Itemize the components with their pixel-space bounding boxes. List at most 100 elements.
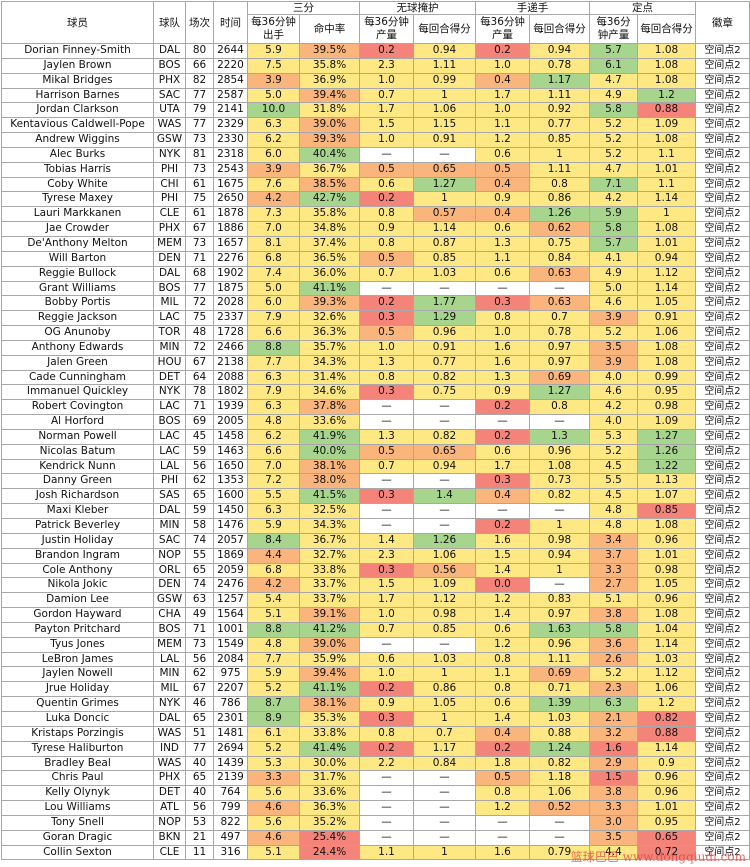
stat-cell: 8.8 — [247, 339, 300, 356]
player-name: Kendrick Nunn — [1, 458, 154, 475]
stat-cell: 1.13 — [637, 473, 696, 490]
header-badge: 徽章 — [695, 1, 750, 44]
games-cell: 51 — [185, 725, 214, 742]
stat-cell: 1.27 — [637, 428, 696, 445]
stat-cell: 1.6 — [475, 354, 530, 371]
badge-cell: 空间点2 — [695, 57, 750, 74]
player-name: Tyrese Haliburton — [1, 740, 154, 757]
stat-cell: 39.0% — [299, 636, 360, 653]
stat-cell: 1.14 — [637, 740, 696, 757]
team-cell: SAC — [153, 532, 186, 549]
stat-cell: 1.08 — [637, 57, 696, 74]
stat-cell: 31.7% — [299, 770, 360, 787]
stat-cell: 1 — [413, 844, 476, 861]
table-row: Immanuel Quickley NYK 78 1802 7.9 34.6% 0.3 0.7… — [1, 384, 750, 401]
player-name: Chris Paul — [1, 770, 154, 787]
stat-cell: 1.14 — [637, 280, 696, 297]
stat-cell: 0.9 — [637, 755, 696, 772]
table-row: Robert Covington LAC 71 1939 6.3 37.8% — —0.2 0.… — [1, 399, 750, 416]
stat-cell: 0.91 — [637, 310, 696, 327]
stat-cell: 35.3% — [299, 710, 360, 727]
player-name: Jaylen Brown — [1, 57, 154, 74]
badge-cell: 空间点2 — [695, 696, 750, 712]
stat-cell: 5.4 — [247, 592, 300, 609]
team-cell: ATL — [153, 800, 186, 816]
stat-cell: — — [475, 503, 530, 519]
table-row: Gordon Hayward CHA 49 1564 5.1 39.1% 1.0 0.98 1.… — [1, 607, 750, 623]
stat-cell: 4.6 — [589, 384, 638, 401]
minutes-cell: 2694 — [213, 740, 248, 757]
badge-cell: 空间点2 — [695, 651, 750, 668]
player-name: Bobby Portis — [1, 295, 154, 312]
team-cell: BOS — [153, 621, 186, 638]
stat-cell: 36.7% — [299, 532, 360, 549]
table-row: LeBron James LAL 56 2084 7.7 35.9% 0.6 1.03 0.8 1… — [1, 651, 750, 668]
player-name: Lauri Markkanen — [1, 206, 154, 223]
stat-cell: 0.5 — [359, 443, 414, 460]
stat-cell: 0.7 — [529, 310, 590, 327]
stat-cell: — — [413, 814, 476, 831]
games-cell: 61 — [185, 176, 214, 193]
player-name: Josh Richardson — [1, 488, 154, 505]
stat-cell: 1.06 — [637, 681, 696, 698]
stat-cell: — — [413, 518, 476, 534]
stat-cell: 41.5% — [299, 488, 360, 505]
stat-cell: 1.11 — [413, 57, 476, 74]
stat-cell: 1 — [529, 562, 590, 579]
team-cell: CLE — [153, 206, 186, 223]
stat-cell: 1.2 — [475, 592, 530, 609]
table-row: Patrick Beverley MIN 58 1476 5.9 34.3% — —0.2 1 4… — [1, 518, 750, 534]
stat-cell: 6.0 — [247, 146, 300, 163]
stat-cell: 0.4 — [475, 206, 530, 223]
games-cell: 82 — [185, 72, 214, 89]
stat-cell: 34.8% — [299, 221, 360, 237]
table-row: Cade Cunningham DET 64 2088 6.3 31.4% 0.8 0.82 1… — [1, 369, 750, 386]
stat-cell: 1.5 — [359, 577, 414, 594]
table-row: Jaylen Brown BOS 66 2220 7.5 35.8% 2.3 1.11 1.0 0… — [1, 57, 750, 74]
player-name: Nicolas Batum — [1, 443, 154, 460]
games-cell: 11 — [185, 844, 214, 861]
header-sub: 命中率 — [299, 14, 360, 44]
minutes-cell: 1353 — [213, 473, 248, 490]
stat-cell: — — [359, 814, 414, 831]
games-cell: 77 — [185, 740, 214, 757]
team-cell: BOS — [153, 57, 186, 74]
stat-cell: 4.1 — [589, 250, 638, 267]
stat-cell: 3.8 — [589, 785, 638, 802]
stat-cell: 5.3 — [589, 428, 638, 445]
stat-cell: 0.96 — [529, 443, 590, 460]
table-row: De'Anthony Melton MEM 73 1657 8.1 37.4% 0.8 0.8… — [1, 235, 750, 252]
stat-cell: 2.9 — [589, 755, 638, 772]
stat-cell: 5.1 — [247, 844, 300, 861]
stat-cell: 0.91 — [413, 339, 476, 356]
table-row: Payton Pritchard BOS 71 1001 8.8 41.2% 0.7 0.85… — [1, 621, 750, 638]
stat-cell: 0.5 — [475, 161, 530, 178]
stat-cell: 0.69 — [529, 666, 590, 683]
stat-cell: 1.3 — [359, 354, 414, 371]
table-row: Kelly Olynyk DET 40 764 5.6 33.6% — —0.8 1.06 3.8… — [1, 785, 750, 802]
stat-cell: 41.1% — [299, 280, 360, 297]
stat-cell: 0.92 — [529, 102, 590, 119]
stat-cell: 4.2 — [589, 399, 638, 416]
stat-cell: 0.7 — [359, 87, 414, 104]
games-cell: 53 — [185, 814, 214, 831]
stat-cell: 1.5 — [359, 117, 414, 134]
minutes-cell: 2587 — [213, 87, 248, 104]
team-cell: PHX — [153, 221, 186, 237]
minutes-cell: 1939 — [213, 399, 248, 416]
team-cell: SAS — [153, 488, 186, 505]
stat-cell: 1.3 — [475, 235, 530, 252]
table-row: Lou Williams ATL 56 799 4.6 36.3% — —1.2 0.52 3.3… — [1, 800, 750, 816]
badge-cell: 空间点2 — [695, 443, 750, 460]
badge-cell: 空间点2 — [695, 562, 750, 579]
stat-cell: — — [475, 829, 530, 846]
stat-cell: 0.2 — [359, 43, 414, 59]
badge-cell: 空间点2 — [695, 547, 750, 564]
stat-cell: 5.2 — [589, 325, 638, 341]
stat-cell: 1.08 — [637, 339, 696, 356]
player-name: Jae Crowder — [1, 221, 154, 237]
minutes-cell: 1902 — [213, 265, 248, 282]
stat-cell: 1.08 — [637, 221, 696, 237]
stat-cell: 4.2 — [247, 191, 300, 208]
team-cell: LAC — [153, 428, 186, 445]
